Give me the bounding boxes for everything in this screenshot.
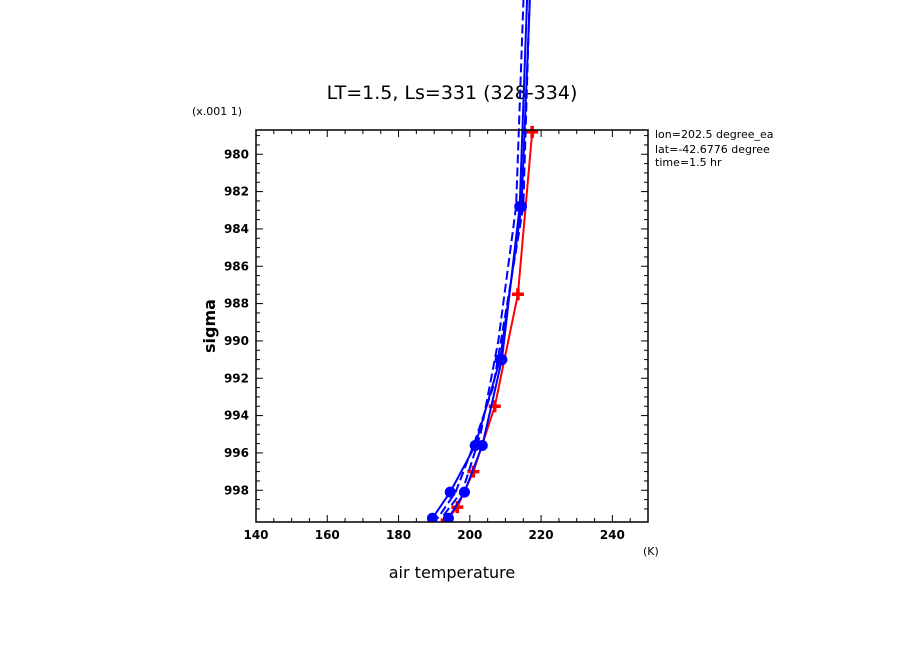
info-line: time=1.5 hr [655,156,722,169]
y-scale-label: (x.001 1) [192,105,242,118]
x-tick-label: 240 [600,528,625,542]
info-line: lat=-42.6776 degree [655,143,770,156]
y-tick-label: 986 [224,259,249,273]
x-axis-label: air temperature [389,563,515,582]
y-tick-label: 996 [224,446,249,460]
series-point [458,486,470,498]
x-unit: (K) [643,545,659,558]
x-tick-label: 200 [457,528,482,542]
data-series [426,0,539,522]
y-axis-label: sigma [200,299,219,353]
series-line [440,0,525,519]
y-tick-label: 982 [224,185,249,199]
series-line [447,0,529,519]
info-line: lon=202.5 degree_ea [655,128,774,141]
series-line [436,0,531,519]
x-tick-label: 180 [386,528,411,542]
series-point [476,439,488,451]
series-point [444,486,456,498]
series-point [496,354,508,366]
y-tick-label: 994 [224,409,249,423]
y-tick-label: 998 [224,483,249,497]
y-tick-label: 980 [224,147,249,161]
series-point [442,512,454,522]
chart-title: LT=1.5, Ls=331 (328-334) [327,82,578,104]
axis-ticks: 140 160 180 200 220 240 980 982 984 986 988 990 992 9… [224,130,649,542]
x-tick-label: 160 [315,528,340,542]
series-point [526,125,539,138]
series-point [511,288,524,301]
y-tick-label: 992 [224,371,249,385]
y-tick-label: 988 [224,297,249,311]
x-tick-label: 220 [529,528,554,542]
y-tick-label: 984 [224,222,249,236]
plot-frame [255,129,649,523]
series-point [426,512,438,522]
y-tick-label: 990 [224,334,249,348]
x-tick-label: 140 [243,528,268,542]
